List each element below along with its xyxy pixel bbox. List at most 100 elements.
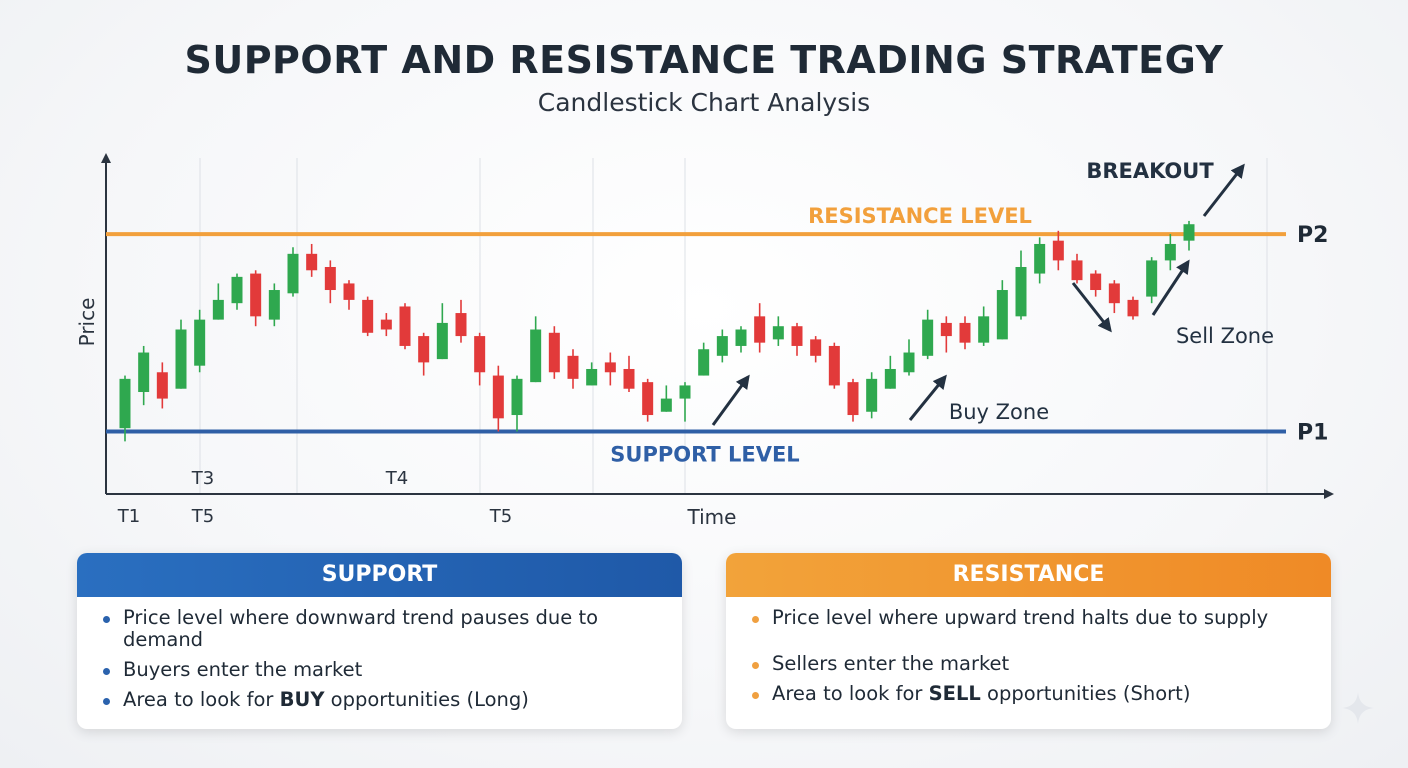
bullet-icon bbox=[752, 616, 759, 623]
resistance-item: Price level where upward trend halts due… bbox=[752, 607, 1331, 629]
time-label-t5-first: T5 bbox=[191, 506, 214, 527]
candle bbox=[1127, 296, 1139, 320]
resistance-item-text-pre: Area to look for bbox=[772, 682, 929, 705]
support-item-text-bold: BUY bbox=[279, 688, 325, 711]
support-item: Buyers enter the market bbox=[103, 659, 682, 681]
bullet-icon bbox=[103, 698, 110, 705]
resistance-level-label: RESISTANCE LEVEL bbox=[808, 204, 1032, 228]
candle bbox=[380, 313, 392, 337]
candle-body-down bbox=[642, 382, 654, 416]
candles bbox=[119, 220, 1195, 442]
candle-body-up bbox=[660, 398, 672, 412]
candle-body-up bbox=[679, 385, 691, 399]
resistance-item: Area to look for SELL opportunities (Sho… bbox=[752, 683, 1331, 705]
candle-body-down bbox=[1090, 273, 1102, 291]
resistance-item: Sellers enter the market bbox=[752, 653, 1331, 675]
candle bbox=[940, 316, 952, 353]
time-label-t1: T1 bbox=[117, 506, 140, 527]
candle bbox=[866, 372, 878, 419]
candle bbox=[996, 280, 1008, 340]
candle bbox=[156, 362, 168, 409]
candle-body-up bbox=[436, 322, 448, 360]
candle-body-up bbox=[530, 329, 542, 383]
candle-body-down bbox=[567, 355, 579, 379]
candle-body-down bbox=[810, 339, 822, 356]
time-label-t5-second: T5 bbox=[489, 506, 512, 527]
candle-body-down bbox=[828, 345, 840, 386]
candle bbox=[1034, 237, 1046, 284]
candle bbox=[455, 299, 467, 343]
candle bbox=[772, 316, 784, 346]
candle bbox=[138, 345, 150, 406]
bullet-icon bbox=[103, 616, 110, 623]
candle-body-up bbox=[1034, 243, 1046, 274]
candle bbox=[418, 332, 430, 376]
candle bbox=[698, 342, 710, 376]
candle-body-up bbox=[231, 276, 243, 304]
candle-body-down bbox=[324, 266, 336, 291]
candle bbox=[1164, 234, 1176, 271]
candle bbox=[922, 309, 934, 360]
resistance-item-text: Sellers enter the market bbox=[772, 652, 1010, 675]
resistance-card-list: Price level where upward trend halts due… bbox=[726, 597, 1331, 705]
candle bbox=[1015, 250, 1027, 320]
candle-body-up bbox=[903, 352, 915, 373]
resistance-item-text: Price level where upward trend halts due… bbox=[772, 606, 1269, 629]
candle-body-down bbox=[492, 375, 504, 419]
candle-body-down bbox=[156, 372, 168, 399]
p2-marker: P2 bbox=[1297, 223, 1328, 248]
p1-marker: P1 bbox=[1297, 420, 1328, 445]
candle-body-down bbox=[623, 368, 635, 389]
candle bbox=[679, 382, 691, 422]
candle bbox=[735, 326, 747, 353]
candle bbox=[362, 296, 374, 337]
candle-body-up bbox=[866, 378, 878, 412]
candle-body-up bbox=[735, 329, 747, 346]
candle-body-up bbox=[1164, 243, 1176, 261]
candle bbox=[492, 365, 504, 432]
candle-body-up bbox=[698, 349, 710, 376]
candle bbox=[268, 283, 280, 327]
breakout-label: BREAKOUT bbox=[1086, 159, 1214, 183]
candle bbox=[567, 349, 579, 389]
candle-body-down bbox=[418, 336, 430, 363]
candle bbox=[959, 316, 971, 350]
sell-zone-label: Sell Zone bbox=[1176, 324, 1274, 348]
resistance-item-text-bold: SELL bbox=[928, 682, 981, 705]
candle bbox=[828, 342, 840, 389]
candle bbox=[1146, 257, 1158, 304]
candle-body-down bbox=[604, 362, 616, 373]
candle bbox=[194, 309, 206, 373]
candle bbox=[1108, 280, 1120, 314]
support-item: Area to look for BUY opportunities (Long… bbox=[103, 689, 682, 711]
candle-body-up bbox=[1146, 260, 1158, 297]
resistance-card-heading: RESISTANCE bbox=[726, 553, 1331, 597]
candle-body-down bbox=[791, 326, 803, 346]
candle-body-up bbox=[586, 368, 598, 386]
support-item-text-pre: Area to look for bbox=[123, 688, 280, 711]
candle-body-up bbox=[996, 290, 1008, 340]
bullet-icon bbox=[752, 662, 759, 669]
buy-arrow-2 bbox=[908, 374, 947, 421]
candle-body-up bbox=[268, 290, 280, 320]
candle bbox=[903, 339, 915, 376]
candle bbox=[1052, 230, 1064, 271]
support-card-heading: SUPPORT bbox=[77, 553, 682, 597]
time-label-t3: T3 bbox=[191, 468, 214, 489]
candle bbox=[343, 280, 355, 310]
buy-arrow-1 bbox=[711, 374, 750, 426]
x-axis-label: Time bbox=[687, 505, 737, 529]
candle bbox=[287, 247, 299, 297]
candle-body-down bbox=[455, 313, 467, 337]
candle-body-down bbox=[474, 336, 486, 373]
support-card: SUPPORT Price level where downward trend… bbox=[77, 553, 682, 729]
candle-body-down bbox=[362, 299, 374, 333]
bullet-icon bbox=[103, 668, 110, 675]
candle-body-up bbox=[212, 299, 224, 320]
buy-zone-label: Buy Zone bbox=[949, 400, 1049, 424]
support-item-text: Price level where downward trend pauses … bbox=[123, 606, 599, 651]
bullet-icon bbox=[752, 692, 759, 699]
candle-body-down bbox=[306, 253, 318, 271]
candle-body-up bbox=[1183, 224, 1195, 241]
candle-body-up bbox=[194, 319, 206, 366]
